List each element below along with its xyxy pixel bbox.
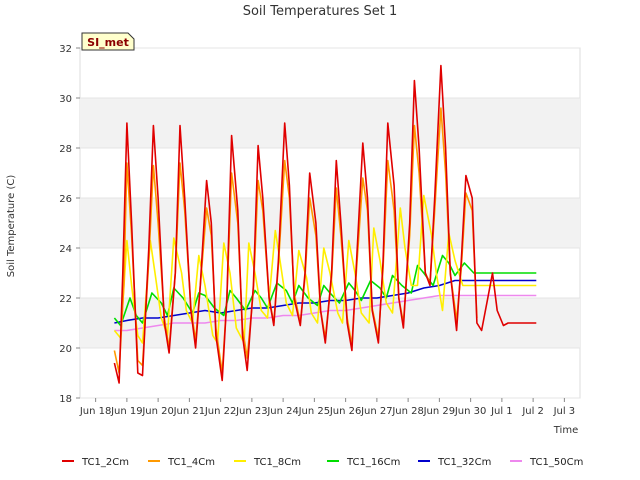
chart-title: Soil Temperatures Set 1 xyxy=(243,4,398,19)
x-tick-label: Jun 21 xyxy=(173,406,206,417)
x-tick-label: Jul 3 xyxy=(553,406,576,417)
legend: TC1_2Cm TC1_4Cm TC1_8Cm TC1_16Cm TC1_32Cm TC1… xyxy=(62,457,583,468)
y-tick-label: 22 xyxy=(59,294,72,305)
legend-label: TC1_8Cm xyxy=(253,457,301,468)
x-tick-label: Jun 27 xyxy=(360,406,393,417)
y-tick-label: 20 xyxy=(59,344,72,355)
badge-label: SI_met xyxy=(87,36,129,49)
x-tick-label: Jun 23 xyxy=(235,406,268,417)
x-tick-label: Jun 24 xyxy=(266,406,299,417)
x-tick-label: Jun 18 xyxy=(79,406,112,417)
legend-label: TC1_4Cm xyxy=(167,457,215,468)
legend-label: TC1_16Cm xyxy=(346,457,400,468)
plot-band xyxy=(80,198,580,248)
axes: 18 20 22 24 26 28 30 32 Jun 18 Jun 19 Jun 20 Jun 21… xyxy=(59,44,575,417)
x-axis-label: Time xyxy=(553,425,578,436)
y-tick-label: 30 xyxy=(59,94,72,105)
plot-band xyxy=(80,298,580,348)
x-tick-label: Jun 30 xyxy=(454,406,487,417)
x-tick-label: Jun 28 xyxy=(391,406,424,417)
x-tick-label: Jun 20 xyxy=(141,406,174,417)
y-tick-label: 28 xyxy=(59,144,72,155)
legend-label: TC1_50Cm xyxy=(529,457,583,468)
plot-band xyxy=(80,98,580,148)
legend-label: TC1_2Cm xyxy=(81,457,129,468)
y-tick-label: 32 xyxy=(59,44,72,55)
y-tick-label: 24 xyxy=(59,244,72,255)
y-tick-label: 18 xyxy=(59,394,72,405)
x-tick-label: Jun 25 xyxy=(298,406,331,417)
series-line-tc1-2cm xyxy=(113,64,537,384)
plot-area xyxy=(79,47,581,399)
x-tick-label: Jul 1 xyxy=(490,406,513,417)
x-tick-label: Jun 26 xyxy=(329,406,362,417)
station-badge: SI_met xyxy=(81,32,135,51)
x-tick-label: Jul 2 xyxy=(521,406,544,417)
series-layer xyxy=(113,64,537,384)
y-axis-label: Soil Temperature (C) xyxy=(6,175,17,278)
y-tick-label: 26 xyxy=(59,194,72,205)
x-tick-label: Jun 19 xyxy=(110,406,143,417)
series-line-tc1-8cm xyxy=(113,194,537,344)
legend-label: TC1_32Cm xyxy=(437,457,491,468)
badge-box xyxy=(81,32,135,51)
x-tick-label: Jun 29 xyxy=(423,406,456,417)
x-tick-label: Jun 22 xyxy=(204,406,237,417)
